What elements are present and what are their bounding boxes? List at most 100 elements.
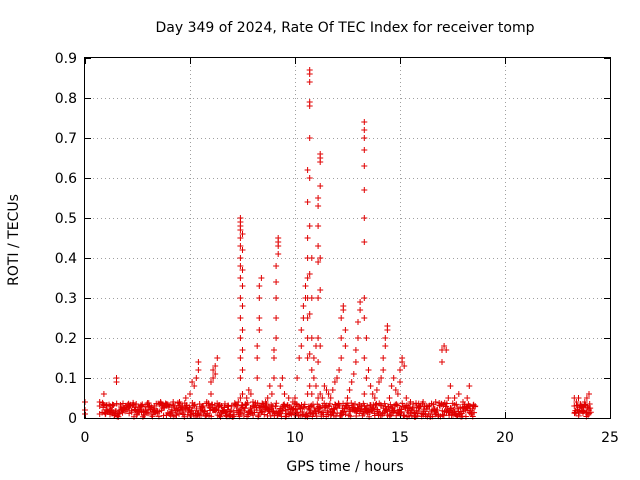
data-point	[448, 405, 455, 412]
data-point	[317, 183, 324, 189]
data-point	[210, 375, 217, 381]
data-point	[315, 295, 322, 301]
data-point	[300, 303, 307, 309]
data-point	[120, 400, 127, 407]
data-point	[189, 379, 196, 385]
data-point	[218, 403, 225, 409]
data-point	[361, 187, 368, 193]
data-point	[273, 315, 280, 321]
data-point	[400, 412, 407, 419]
data-point	[361, 163, 368, 169]
data-point	[361, 391, 368, 397]
data-point	[382, 335, 389, 341]
data-point	[315, 203, 322, 209]
data-point	[306, 311, 313, 317]
data-point	[273, 400, 280, 407]
data-point	[221, 404, 228, 411]
data-point	[212, 371, 219, 377]
data-point	[273, 295, 280, 301]
data-point	[304, 275, 311, 281]
data-point	[239, 303, 246, 309]
data-point	[160, 412, 167, 419]
data-point	[342, 343, 349, 349]
y-tick-label: 0.8	[55, 91, 77, 107]
data-point	[392, 387, 399, 393]
y-tick-label: 0.2	[55, 331, 77, 347]
data-point	[388, 383, 395, 389]
y-tick-label: 0.7	[55, 131, 77, 147]
data-point	[583, 395, 590, 401]
data-point	[188, 407, 195, 414]
data-point	[337, 412, 344, 419]
data-point	[336, 367, 343, 373]
data-point	[208, 379, 214, 385]
data-point	[394, 402, 401, 409]
data-point	[138, 403, 145, 409]
data-point	[203, 399, 210, 405]
data-point	[361, 147, 368, 153]
data-point	[239, 391, 246, 397]
data-point	[361, 355, 368, 361]
data-points	[82, 67, 594, 420]
data-point	[315, 243, 322, 249]
x-axis-label: GPS time / hours	[286, 459, 403, 475]
data-point	[306, 223, 313, 229]
data-point	[361, 119, 368, 125]
data-point	[243, 395, 250, 401]
data-point	[575, 412, 582, 419]
y-tick-label: 0.9	[55, 51, 77, 67]
data-point	[354, 405, 361, 412]
data-point	[315, 335, 322, 341]
data-point	[239, 283, 246, 289]
data-point	[298, 327, 305, 333]
data-point	[397, 367, 403, 373]
data-point	[258, 275, 265, 281]
data-point	[261, 411, 268, 418]
data-point	[315, 195, 322, 201]
data-point	[326, 400, 333, 407]
data-point	[423, 406, 430, 413]
data-point	[401, 363, 408, 369]
x-tick-label: 0	[81, 430, 90, 446]
data-point	[256, 327, 263, 333]
data-point	[405, 404, 412, 411]
data-point	[409, 405, 416, 412]
data-point	[237, 275, 244, 281]
data-point	[361, 127, 368, 133]
data-point	[254, 343, 261, 349]
data-point	[355, 335, 361, 341]
data-point	[258, 408, 265, 415]
data-point	[586, 407, 592, 413]
data-point	[399, 400, 406, 407]
data-point	[397, 379, 403, 385]
data-point	[237, 335, 244, 341]
data-point	[239, 267, 246, 273]
data-point	[231, 400, 238, 407]
data-point	[304, 199, 311, 205]
data-point	[237, 243, 244, 249]
data-point	[373, 400, 380, 407]
data-point	[259, 408, 266, 415]
data-point	[195, 359, 202, 365]
data-point	[271, 355, 277, 361]
data-point	[132, 407, 139, 413]
data-point	[96, 399, 103, 405]
data-point	[96, 411, 103, 417]
data-point	[336, 402, 343, 409]
data-point	[394, 391, 401, 397]
data-point	[271, 375, 277, 381]
data-point	[304, 355, 311, 361]
data-point	[447, 383, 454, 389]
data-point	[306, 383, 313, 389]
data-point	[342, 411, 349, 418]
data-point	[306, 67, 313, 73]
data-point	[151, 403, 158, 409]
data-point	[237, 295, 244, 301]
data-point	[279, 408, 286, 415]
data-point	[310, 355, 317, 361]
data-point	[296, 355, 303, 361]
data-point	[355, 319, 361, 325]
data-point	[338, 355, 345, 361]
data-point	[187, 411, 194, 418]
data-point	[231, 411, 238, 418]
